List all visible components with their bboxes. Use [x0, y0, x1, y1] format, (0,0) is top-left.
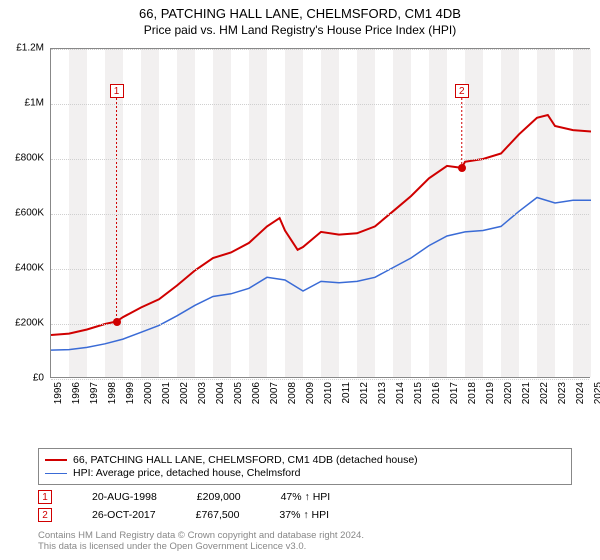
- y-axis-label: £0: [33, 373, 44, 384]
- x-axis-label: 2015: [413, 382, 424, 404]
- x-axis-label: 2000: [143, 382, 154, 404]
- gridline: [51, 104, 589, 105]
- gridline: [51, 324, 589, 325]
- x-axis-label: 2002: [179, 382, 190, 404]
- title-subtitle: Price paid vs. HM Land Registry's House …: [0, 23, 600, 37]
- footer-line2: This data is licensed under the Open Gov…: [38, 541, 364, 552]
- x-axis-label: 2016: [431, 382, 442, 404]
- y-axis-label: £800K: [15, 153, 44, 164]
- x-axis-label: 2022: [539, 382, 550, 404]
- gridline: [51, 49, 589, 50]
- footer-line1: Contains HM Land Registry data © Crown c…: [38, 530, 364, 541]
- x-axis-label: 2017: [449, 382, 460, 404]
- x-axis-label: 2005: [233, 382, 244, 404]
- legend-label: 66, PATCHING HALL LANE, CHELMSFORD, CM1 …: [73, 454, 418, 466]
- y-axis-label: £600K: [15, 208, 44, 219]
- x-axis-label: 1997: [89, 382, 100, 404]
- x-axis-label: 2007: [269, 382, 280, 404]
- transaction-price: £209,000: [197, 491, 241, 503]
- gridline: [51, 379, 589, 380]
- chart-area: 12 £0£200K£400K£600K£800K£1M£1.2M1995199…: [50, 48, 590, 408]
- transaction-row: 2 26-OCT-2017 £767,500 37% ↑ HPI: [38, 508, 330, 522]
- transaction-price: £767,500: [196, 509, 240, 521]
- x-axis-label: 2013: [377, 382, 388, 404]
- series-hpi: [51, 198, 591, 351]
- x-axis-label: 2021: [521, 382, 532, 404]
- x-axis-label: 2024: [575, 382, 586, 404]
- transaction-date: 26-OCT-2017: [92, 509, 156, 521]
- x-axis-label: 1995: [53, 382, 64, 404]
- x-axis-label: 2009: [305, 382, 316, 404]
- legend-row: HPI: Average price, detached house, Chel…: [45, 467, 565, 479]
- y-axis-label: £400K: [15, 263, 44, 274]
- y-axis-label: £1.2M: [16, 43, 44, 54]
- x-axis-label: 2019: [485, 382, 496, 404]
- marker-dot: [113, 318, 121, 326]
- x-axis-label: 2010: [323, 382, 334, 404]
- x-axis-label: 2003: [197, 382, 208, 404]
- x-axis-label: 1996: [71, 382, 82, 404]
- series-price_paid: [51, 115, 591, 335]
- transaction-marker-ref: 1: [38, 490, 52, 504]
- x-axis-label: 2012: [359, 382, 370, 404]
- legend-row: 66, PATCHING HALL LANE, CHELMSFORD, CM1 …: [45, 454, 565, 466]
- transaction-marker-ref: 2: [38, 508, 52, 522]
- y-axis-label: £1M: [25, 98, 44, 109]
- x-axis-label: 2004: [215, 382, 226, 404]
- legend-swatch: [45, 473, 67, 474]
- legend-swatch: [45, 459, 67, 461]
- transaction-delta: 47% ↑ HPI: [281, 491, 331, 503]
- gridline: [51, 269, 589, 270]
- title-block: 66, PATCHING HALL LANE, CHELMSFORD, CM1 …: [0, 0, 600, 37]
- x-axis-label: 2014: [395, 382, 406, 404]
- x-axis-label: 1998: [107, 382, 118, 404]
- x-axis-label: 2025: [593, 382, 600, 404]
- transaction-row: 1 20-AUG-1998 £209,000 47% ↑ HPI: [38, 490, 330, 504]
- marker-box: 1: [110, 84, 124, 98]
- legend-label: HPI: Average price, detached house, Chel…: [73, 467, 300, 479]
- marker-dot: [458, 164, 466, 172]
- x-axis-label: 2020: [503, 382, 514, 404]
- transaction-delta: 37% ↑ HPI: [279, 509, 329, 521]
- x-axis-label: 2006: [251, 382, 262, 404]
- chart-container: 66, PATCHING HALL LANE, CHELMSFORD, CM1 …: [0, 0, 600, 560]
- x-axis-label: 2011: [341, 382, 352, 404]
- x-axis-label: 2023: [557, 382, 568, 404]
- x-axis-label: 2018: [467, 382, 478, 404]
- marker-box: 2: [455, 84, 469, 98]
- title-address: 66, PATCHING HALL LANE, CHELMSFORD, CM1 …: [0, 6, 600, 21]
- x-axis-label: 2008: [287, 382, 298, 404]
- gridline: [51, 159, 589, 160]
- gridline: [51, 214, 589, 215]
- legend: 66, PATCHING HALL LANE, CHELMSFORD, CM1 …: [38, 448, 572, 485]
- footer: Contains HM Land Registry data © Crown c…: [38, 530, 364, 553]
- plot: 12: [50, 48, 590, 378]
- x-axis-label: 1999: [125, 382, 136, 404]
- transactions-table: 1 20-AUG-1998 £209,000 47% ↑ HPI 2 26-OCT-201…: [38, 490, 330, 526]
- x-axis-label: 2001: [161, 382, 172, 404]
- y-axis-label: £200K: [15, 318, 44, 329]
- transaction-date: 20-AUG-1998: [92, 491, 157, 503]
